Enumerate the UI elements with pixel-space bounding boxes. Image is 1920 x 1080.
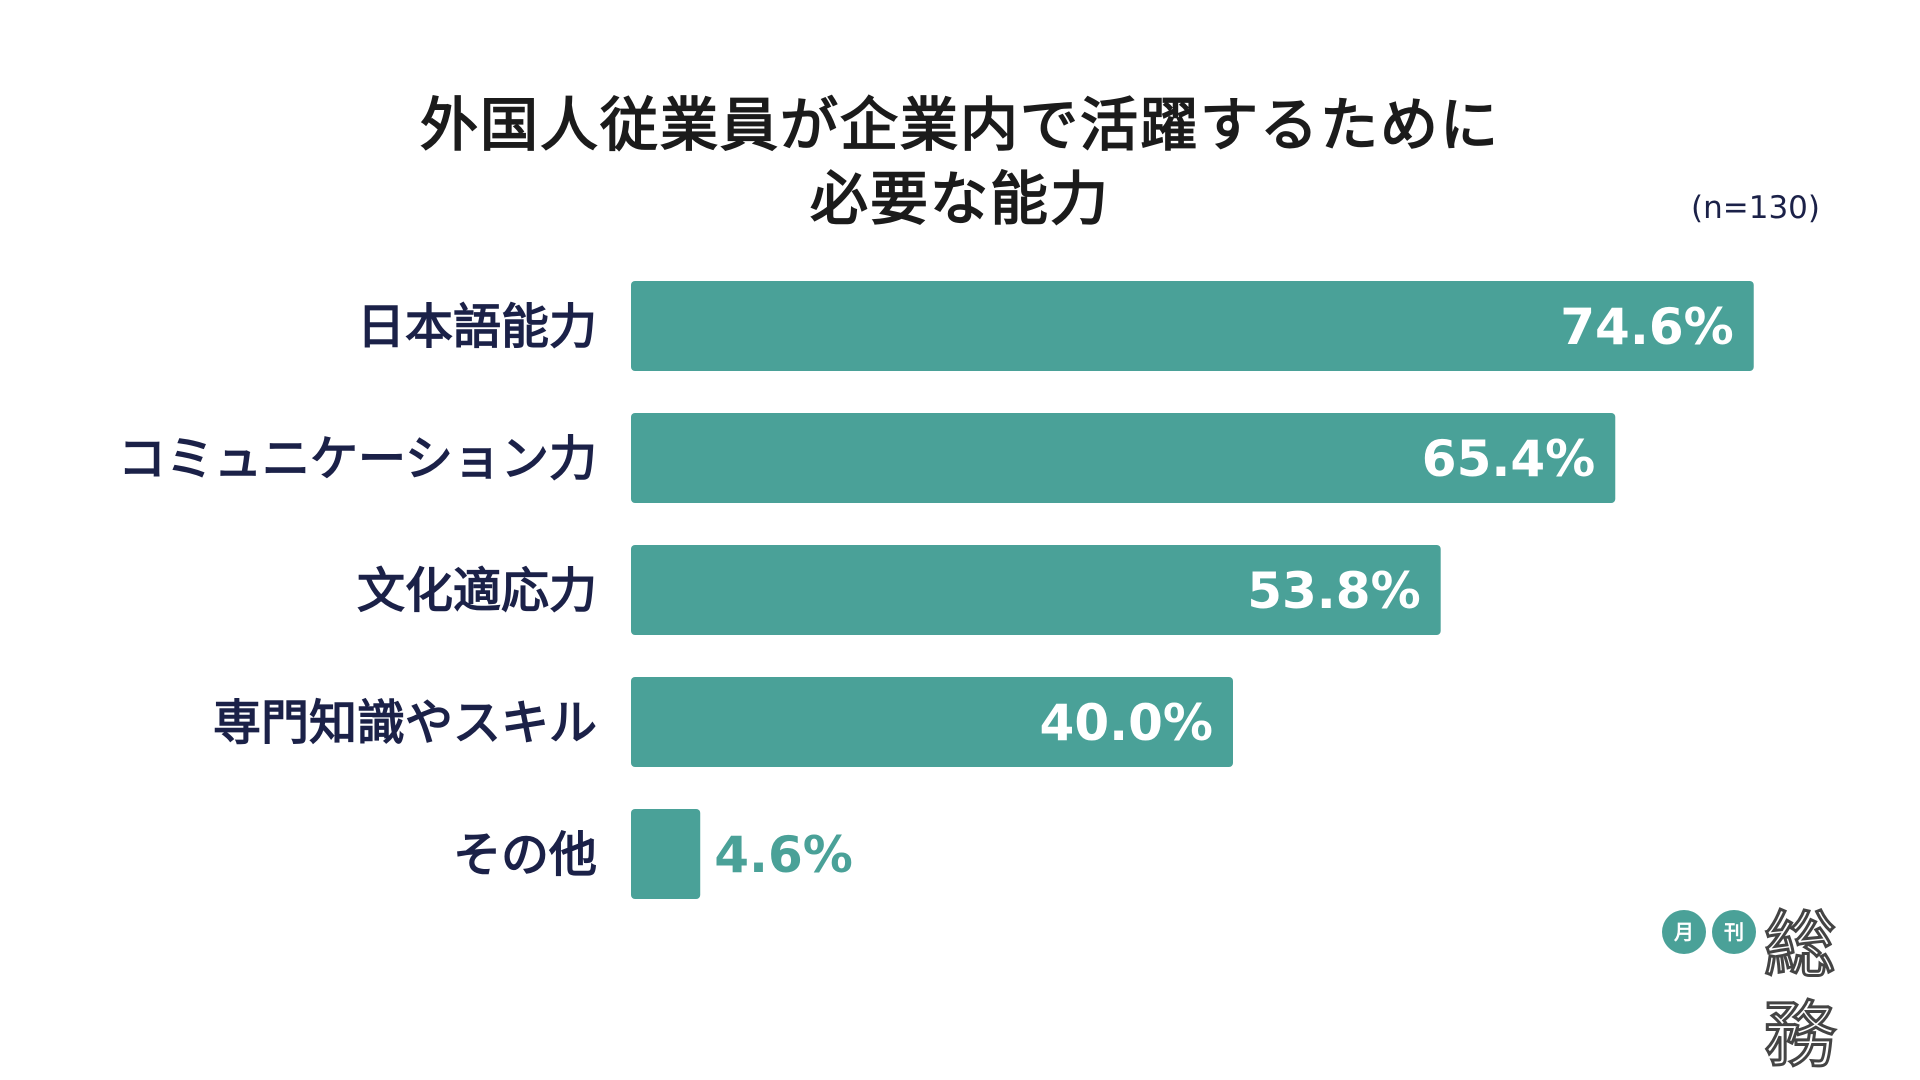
data-label: 53.8%: [1247, 562, 1420, 620]
chart-title-line-1: 外国人従業員が企業内で活躍するために: [419, 91, 1500, 159]
category-label: 日本語能力: [357, 299, 597, 355]
data-label: 74.6%: [1560, 298, 1733, 356]
category-label: 専門知識やスキル: [213, 695, 597, 751]
logo-mark-month: 月: [1662, 910, 1706, 954]
sample-size-note: (n=130): [1691, 190, 1820, 226]
bar: [631, 413, 1616, 503]
logo-mark-publication: 刊: [1712, 910, 1756, 954]
category-label: その他: [453, 827, 597, 883]
data-label: 65.4%: [1422, 430, 1595, 488]
data-label: 40.0%: [1040, 694, 1213, 752]
bar: [631, 809, 701, 899]
gekkan-soumu-logo: 月 刊 総務: [1662, 900, 1902, 1079]
chart-title-line-2: 必要な能力: [809, 165, 1110, 233]
bar: [631, 281, 1754, 371]
data-label: 4.6%: [714, 826, 853, 884]
bar: [631, 545, 1441, 635]
bar-chart: 日本語能力 74.6% コミュニケーション力 65.4% 文化適応力 53.8% 専門知識や…: [118, 281, 1754, 899]
category-label: 文化適応力: [357, 563, 597, 619]
category-label: コミュニケーション力: [118, 431, 597, 487]
chart-title: 外国人従業員が企業内で活躍するために 必要な能力: [0, 88, 1920, 236]
logo-name: 総務: [1763, 902, 1839, 1079]
bar: [631, 677, 1233, 767]
